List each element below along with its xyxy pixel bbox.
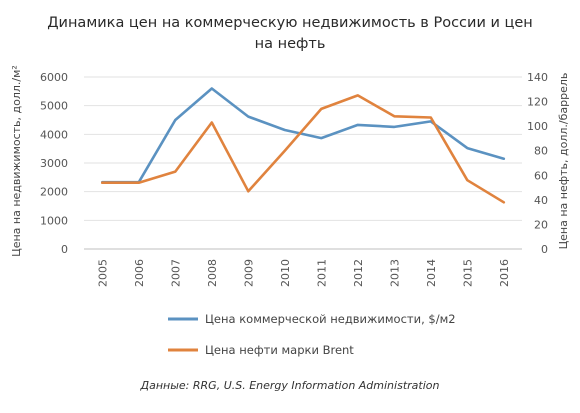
x-tick-label: 2007 bbox=[169, 259, 182, 287]
left-tick-label: 4000 bbox=[40, 128, 68, 141]
legend-label-brent: Цена нефти марки Brent bbox=[205, 343, 354, 357]
left-tick-label: 0 bbox=[61, 243, 68, 256]
x-tick-label: 2016 bbox=[498, 259, 511, 287]
x-tick-label: 2015 bbox=[461, 259, 474, 287]
right-tick-label: 140 bbox=[527, 71, 548, 84]
x-tick-label: 2005 bbox=[96, 259, 109, 287]
left-axis-ticks: 0 1000 2000 3000 4000 5000 6000 bbox=[40, 71, 68, 256]
x-tick-label: 2008 bbox=[206, 259, 219, 287]
chart-title-line-2: на нефть bbox=[255, 36, 326, 52]
legend: Цена коммерческой недвижимости, $/м2 Цен… bbox=[168, 312, 456, 357]
right-tick-label: 80 bbox=[534, 145, 548, 158]
series-layer bbox=[101, 87, 506, 204]
right-axis-ticks: 0 20 40 60 80 100 120 140 bbox=[527, 71, 548, 256]
right-axis-label: Цена на нефть, долл./баррель bbox=[557, 73, 570, 250]
x-tick-label: 2014 bbox=[425, 259, 438, 287]
right-tick-label: 100 bbox=[527, 120, 548, 133]
left-axis-label: Цена на недвижимость, долл./м² bbox=[10, 65, 23, 257]
x-tick-label: 2009 bbox=[242, 259, 255, 287]
chart-title-line-1: Динамика цен на коммерческую недвижимост… bbox=[47, 15, 533, 31]
right-tick-label: 20 bbox=[534, 218, 548, 231]
right-tick-label: 0 bbox=[541, 243, 548, 256]
left-tick-label: 6000 bbox=[40, 71, 68, 84]
x-axis-ticks: 2005 2006 2007 2008 2009 2010 2011 2012 2013 2014… bbox=[96, 259, 511, 287]
right-tick-label: 40 bbox=[534, 194, 548, 207]
left-tick-label: 1000 bbox=[40, 214, 68, 227]
legend-label-realty: Цена коммерческой недвижимости, $/м2 bbox=[205, 312, 456, 326]
right-tick-label: 60 bbox=[534, 169, 548, 182]
series-line-0 bbox=[101, 87, 506, 184]
x-tick-label: 2006 bbox=[133, 259, 146, 287]
x-tick-label: 2010 bbox=[279, 259, 292, 287]
x-tick-label: 2013 bbox=[388, 259, 401, 287]
chart-title: Динамика цен на коммерческую недвижимост… bbox=[47, 15, 533, 52]
left-tick-label: 5000 bbox=[40, 100, 68, 113]
series-line-1 bbox=[101, 94, 506, 204]
x-tick-label: 2011 bbox=[315, 259, 328, 287]
left-tick-label: 3000 bbox=[40, 157, 68, 170]
source-note: Данные: RRG, U.S. Energy Information Adm… bbox=[140, 379, 440, 392]
left-tick-label: 2000 bbox=[40, 186, 68, 199]
x-tick-label: 2012 bbox=[352, 259, 365, 287]
right-tick-label: 120 bbox=[527, 96, 548, 109]
